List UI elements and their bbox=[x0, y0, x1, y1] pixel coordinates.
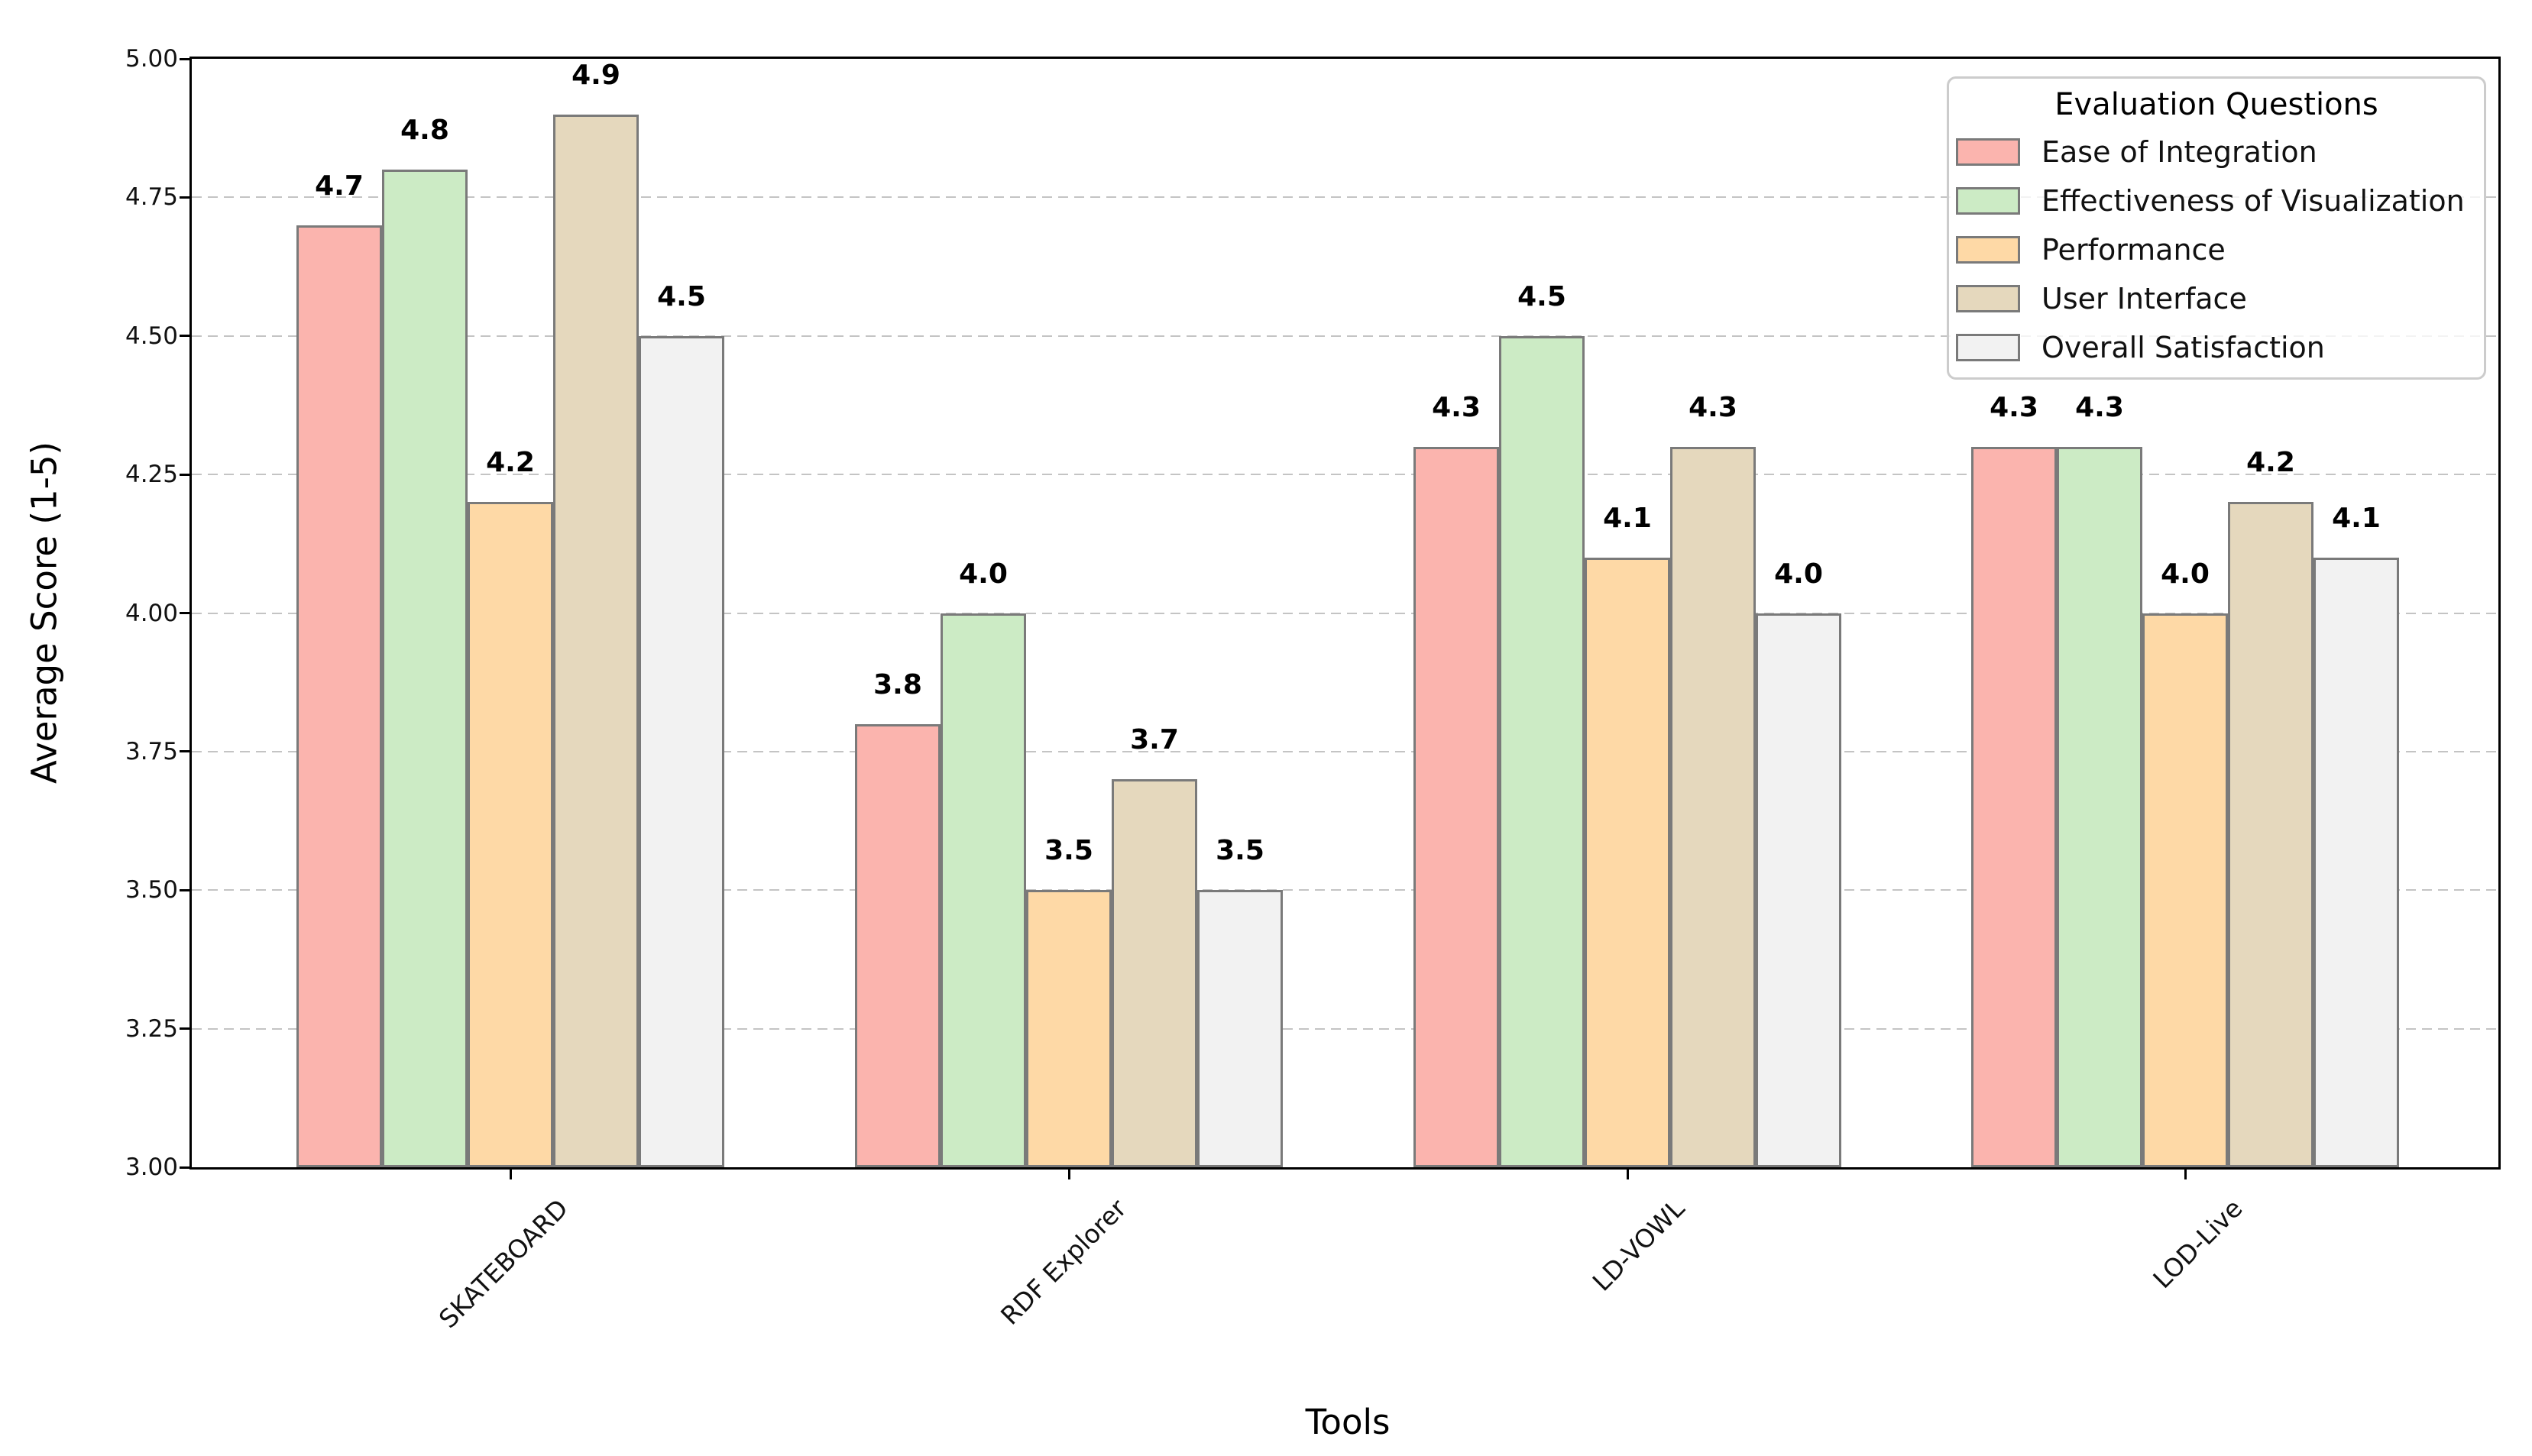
bar-value-label: 4.3 bbox=[1990, 391, 2038, 423]
bar bbox=[1197, 890, 1283, 1167]
x-axis-label: Tools bbox=[1305, 1402, 1391, 1442]
legend-item-label: Overall Satisfaction bbox=[2041, 331, 2325, 364]
legend-swatch-user-interface bbox=[1956, 285, 2020, 312]
bar bbox=[1413, 446, 1499, 1167]
bar bbox=[1026, 890, 1112, 1167]
bar bbox=[2057, 446, 2142, 1167]
bar bbox=[2313, 557, 2399, 1167]
bar-value-label: 4.7 bbox=[315, 170, 364, 202]
bar bbox=[1499, 335, 1585, 1167]
bar bbox=[941, 613, 1026, 1167]
bar-value-label: 4.3 bbox=[1432, 391, 1481, 423]
bar-value-label: 4.1 bbox=[2332, 502, 2381, 534]
bar-value-label: 3.7 bbox=[1130, 724, 1179, 756]
gridline bbox=[192, 335, 2498, 337]
x-tick-mark bbox=[509, 1167, 512, 1179]
bar bbox=[1585, 557, 1670, 1167]
y-tick-label: 4.75 bbox=[125, 183, 178, 212]
bar-value-label: 4.5 bbox=[657, 280, 706, 312]
bar-value-label: 4.9 bbox=[571, 59, 620, 91]
bar-value-label: 4.2 bbox=[2246, 447, 2295, 479]
x-tick-label: LD-VOWL bbox=[1586, 1193, 1691, 1297]
bar bbox=[2228, 502, 2313, 1167]
legend-item: Ease of Integration bbox=[1949, 128, 2484, 176]
bar bbox=[855, 723, 941, 1167]
bar-value-label: 4.8 bbox=[400, 115, 449, 147]
legend-item-label: Ease of Integration bbox=[2041, 135, 2317, 169]
y-tick-mark bbox=[180, 750, 192, 753]
legend-item: Performance bbox=[1949, 225, 2484, 274]
legend-title: Evaluation Questions bbox=[2054, 87, 2378, 122]
x-tick-label: SKATEBOARD bbox=[432, 1193, 574, 1335]
legend-item-label: Effectiveness of Visualization bbox=[2041, 184, 2465, 218]
gridline bbox=[192, 474, 2498, 476]
y-tick-mark bbox=[180, 473, 192, 476]
x-tick-mark bbox=[1067, 1167, 1070, 1179]
x-tick-label: RDF Explorer bbox=[994, 1193, 1132, 1331]
legend-item: Effectiveness of Visualization bbox=[1949, 176, 2484, 225]
legend-items: Ease of Integration Effectiveness of Visu… bbox=[1949, 128, 2484, 372]
bar-value-label: 4.3 bbox=[1689, 391, 1737, 423]
bar-value-label: 3.5 bbox=[1044, 835, 1093, 867]
bar-value-label: 4.5 bbox=[1517, 280, 1566, 312]
bar-value-label: 4.0 bbox=[959, 558, 1008, 590]
y-tick-label: 4.25 bbox=[125, 461, 178, 489]
y-tick-mark bbox=[180, 335, 192, 338]
y-tick-label: 4.00 bbox=[125, 599, 178, 627]
gridline bbox=[192, 196, 2498, 199]
bar-value-label: 4.1 bbox=[1603, 502, 1652, 534]
bar bbox=[553, 114, 639, 1167]
gridline bbox=[192, 612, 2498, 614]
y-tick-label: 4.50 bbox=[125, 322, 178, 350]
bar bbox=[296, 225, 382, 1167]
bar bbox=[1756, 613, 1841, 1167]
legend-item: Overall Satisfaction bbox=[1949, 323, 2484, 372]
y-tick-mark bbox=[180, 888, 192, 891]
y-tick-label: 3.50 bbox=[125, 876, 178, 904]
gridline bbox=[192, 889, 2498, 891]
bar bbox=[1112, 779, 1197, 1167]
bar-value-label: 4.3 bbox=[2075, 391, 2124, 423]
bar bbox=[2142, 613, 2228, 1167]
legend-swatch-effectiveness-of-visualization bbox=[1956, 187, 2020, 215]
y-tick-mark bbox=[180, 196, 192, 199]
legend: Evaluation Questions Ease of Integration… bbox=[1947, 76, 2486, 380]
legend-swatch-overall-satisfaction bbox=[1956, 334, 2020, 361]
bar bbox=[1971, 446, 2057, 1167]
bar bbox=[639, 335, 724, 1167]
y-axis-label: Average Score (1-5) bbox=[24, 441, 65, 785]
bar-value-label: 4.0 bbox=[1774, 558, 1823, 590]
x-tick-mark bbox=[1626, 1167, 1629, 1179]
gridline bbox=[192, 1027, 2498, 1030]
bar-value-label: 4.2 bbox=[486, 447, 535, 479]
bar bbox=[468, 502, 553, 1167]
y-tick-mark bbox=[180, 57, 192, 60]
legend-item-label: Performance bbox=[2041, 233, 2226, 267]
legend-swatch-performance bbox=[1956, 236, 2020, 264]
y-tick-label: 3.00 bbox=[125, 1153, 178, 1181]
y-tick-mark bbox=[180, 1166, 192, 1169]
bar-value-label: 3.5 bbox=[1216, 835, 1264, 867]
bar bbox=[382, 170, 468, 1167]
x-tick-label: LOD-Live bbox=[2147, 1193, 2249, 1295]
legend-swatch-ease-of-integration bbox=[1956, 138, 2020, 166]
y-tick-label: 3.25 bbox=[125, 1014, 178, 1043]
bar bbox=[1670, 446, 1756, 1167]
legend-item-label: User Interface bbox=[2041, 282, 2247, 315]
y-tick-mark bbox=[180, 612, 192, 614]
bar-value-label: 3.8 bbox=[873, 668, 922, 700]
y-tick-label: 3.75 bbox=[125, 737, 178, 765]
x-tick-mark bbox=[2184, 1167, 2187, 1179]
y-tick-label: 5.00 bbox=[125, 45, 178, 73]
legend-item: User Interface bbox=[1949, 274, 2484, 323]
y-tick-mark bbox=[180, 1027, 192, 1031]
bar-value-label: 4.0 bbox=[2161, 558, 2210, 590]
gridline bbox=[192, 750, 2498, 752]
